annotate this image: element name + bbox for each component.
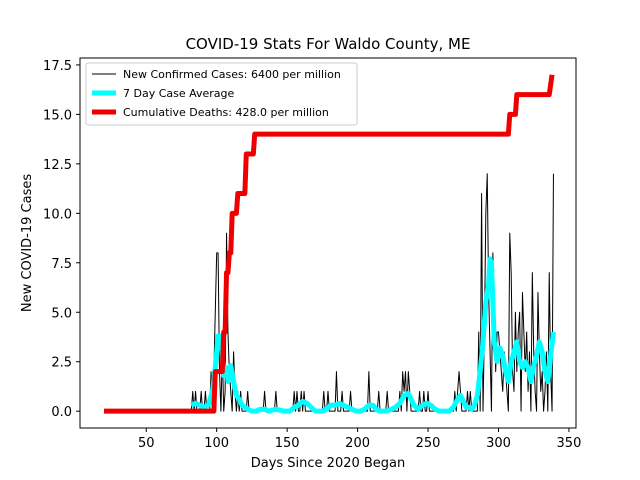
legend-frame [85, 62, 358, 126]
chart-title: COVID-19 Stats For Waldo County, ME [186, 35, 471, 53]
series-seven-day-average-line [190, 256, 556, 414]
x-tick-label: 300 [486, 436, 511, 451]
plot-frame [79, 57, 577, 429]
series-layer [103, 74, 556, 414]
x-tick-label: 200 [345, 436, 370, 451]
legend: New Confirmed Cases: 6400 per million 7 … [85, 62, 358, 126]
y-axis-label: New COVID-19 Cases [20, 174, 35, 312]
legend-label-new-cases: New Confirmed Cases: 6400 per million [123, 68, 341, 81]
x-tick-label: 150 [275, 436, 300, 451]
legend-label-7-day-average: 7 Day Case Average [123, 87, 235, 100]
y-tick-label: 10.0 [43, 207, 72, 222]
plot-area: 50 100 150 200 250 300 350 0.0 2.5 5.0 7.5 10.0 12.… [43, 57, 581, 451]
y-axis-ticks: 0.0 2.5 5.0 7.5 10.0 12.5 15.0 17.5 [43, 59, 80, 420]
y-tick-label: 2.5 [51, 356, 72, 371]
x-tick-label: 350 [557, 436, 582, 451]
y-tick-label: 7.5 [51, 257, 72, 272]
x-axis-label: Days Since 2020 Began [251, 456, 406, 471]
y-tick-label: 0.0 [51, 405, 72, 420]
legend-label-cumulative-deaths: Cumulative Deaths: 428.0 per million [123, 106, 329, 119]
series-cumulative-deaths-line [103, 74, 555, 414]
x-tick-label: 100 [204, 436, 229, 451]
y-tick-label: 17.5 [43, 59, 72, 74]
y-tick-label: 5.0 [51, 306, 72, 321]
y-tick-label: 12.5 [43, 158, 72, 173]
x-tick-label: 50 [138, 436, 155, 451]
x-axis-ticks: 50 100 150 200 250 300 350 [138, 428, 581, 451]
x-tick-label: 250 [416, 436, 441, 451]
y-tick-label: 15.0 [43, 108, 72, 123]
